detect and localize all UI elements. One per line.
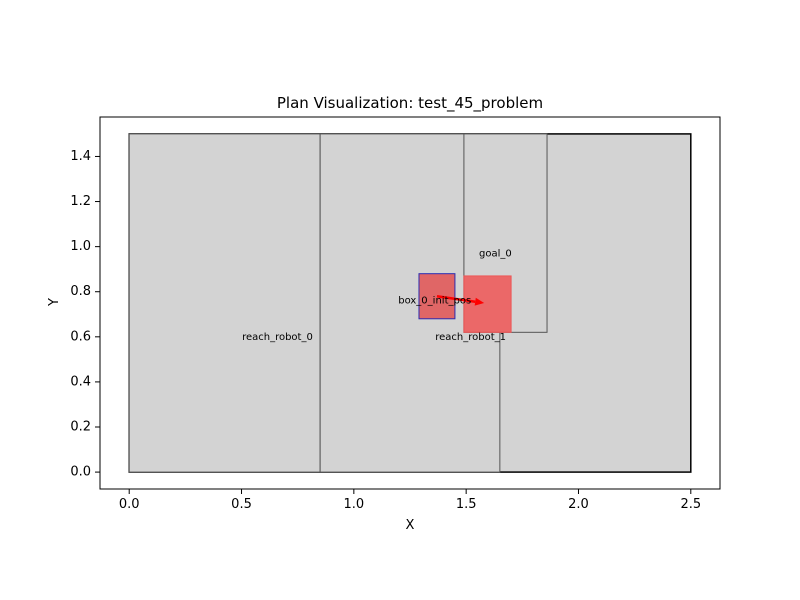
plot-area: reach_robot_0 reach_robot_1 goal_0 box_0_in…: [128, 133, 692, 473]
region-label: reach_robot_0: [242, 332, 313, 343]
y-tick-label: 1.0: [70, 239, 91, 254]
y-tick-label: 0.8: [70, 284, 91, 299]
y-tick-label: 0.4: [70, 374, 91, 389]
y-tick-label: 1.2: [70, 194, 91, 209]
chart-title: Plan Visualization: test_45_problem: [277, 94, 543, 113]
region-label: box_0_init_pos: [398, 296, 471, 307]
region-label: goal_0: [479, 248, 512, 259]
x-tick-label: 0.0: [119, 497, 140, 512]
y-tick-label: 0.2: [70, 420, 91, 435]
regions-layer: [128, 133, 692, 473]
x-tick-label: 2.5: [680, 497, 701, 512]
labels-layer: reach_robot_0 reach_robot_1 goal_0 box_0_in…: [242, 248, 512, 342]
y-tick-label: 0.0: [70, 465, 91, 480]
x-tick-label: 2.0: [568, 497, 589, 512]
object-box-0-goal-pos: [463, 275, 512, 333]
move-arrow-head: [474, 297, 485, 306]
x-axis-ticks: 0.0 0.5 1.0 1.5 2.0 2.5: [119, 489, 701, 512]
region-label: reach_robot_1: [435, 332, 506, 343]
x-tick-label: 1.5: [456, 497, 477, 512]
y-axis-label: Y: [47, 298, 62, 307]
move-arrow-shaft: [436, 294, 476, 303]
x-axis-label: X: [406, 518, 415, 533]
axes-frame: [99, 116, 721, 490]
y-axis-ticks: 0.0 0.2 0.4 0.6 0.8 1.0 1.2 1.4: [70, 149, 100, 480]
y-tick-label: 0.6: [70, 329, 91, 344]
x-tick-label: 1.0: [343, 497, 364, 512]
y-tick-label: 1.4: [70, 149, 91, 164]
region-reach-robot-0: [128, 133, 321, 473]
arrows-layer: [436, 294, 485, 306]
x-tick-label: 0.5: [231, 497, 252, 512]
